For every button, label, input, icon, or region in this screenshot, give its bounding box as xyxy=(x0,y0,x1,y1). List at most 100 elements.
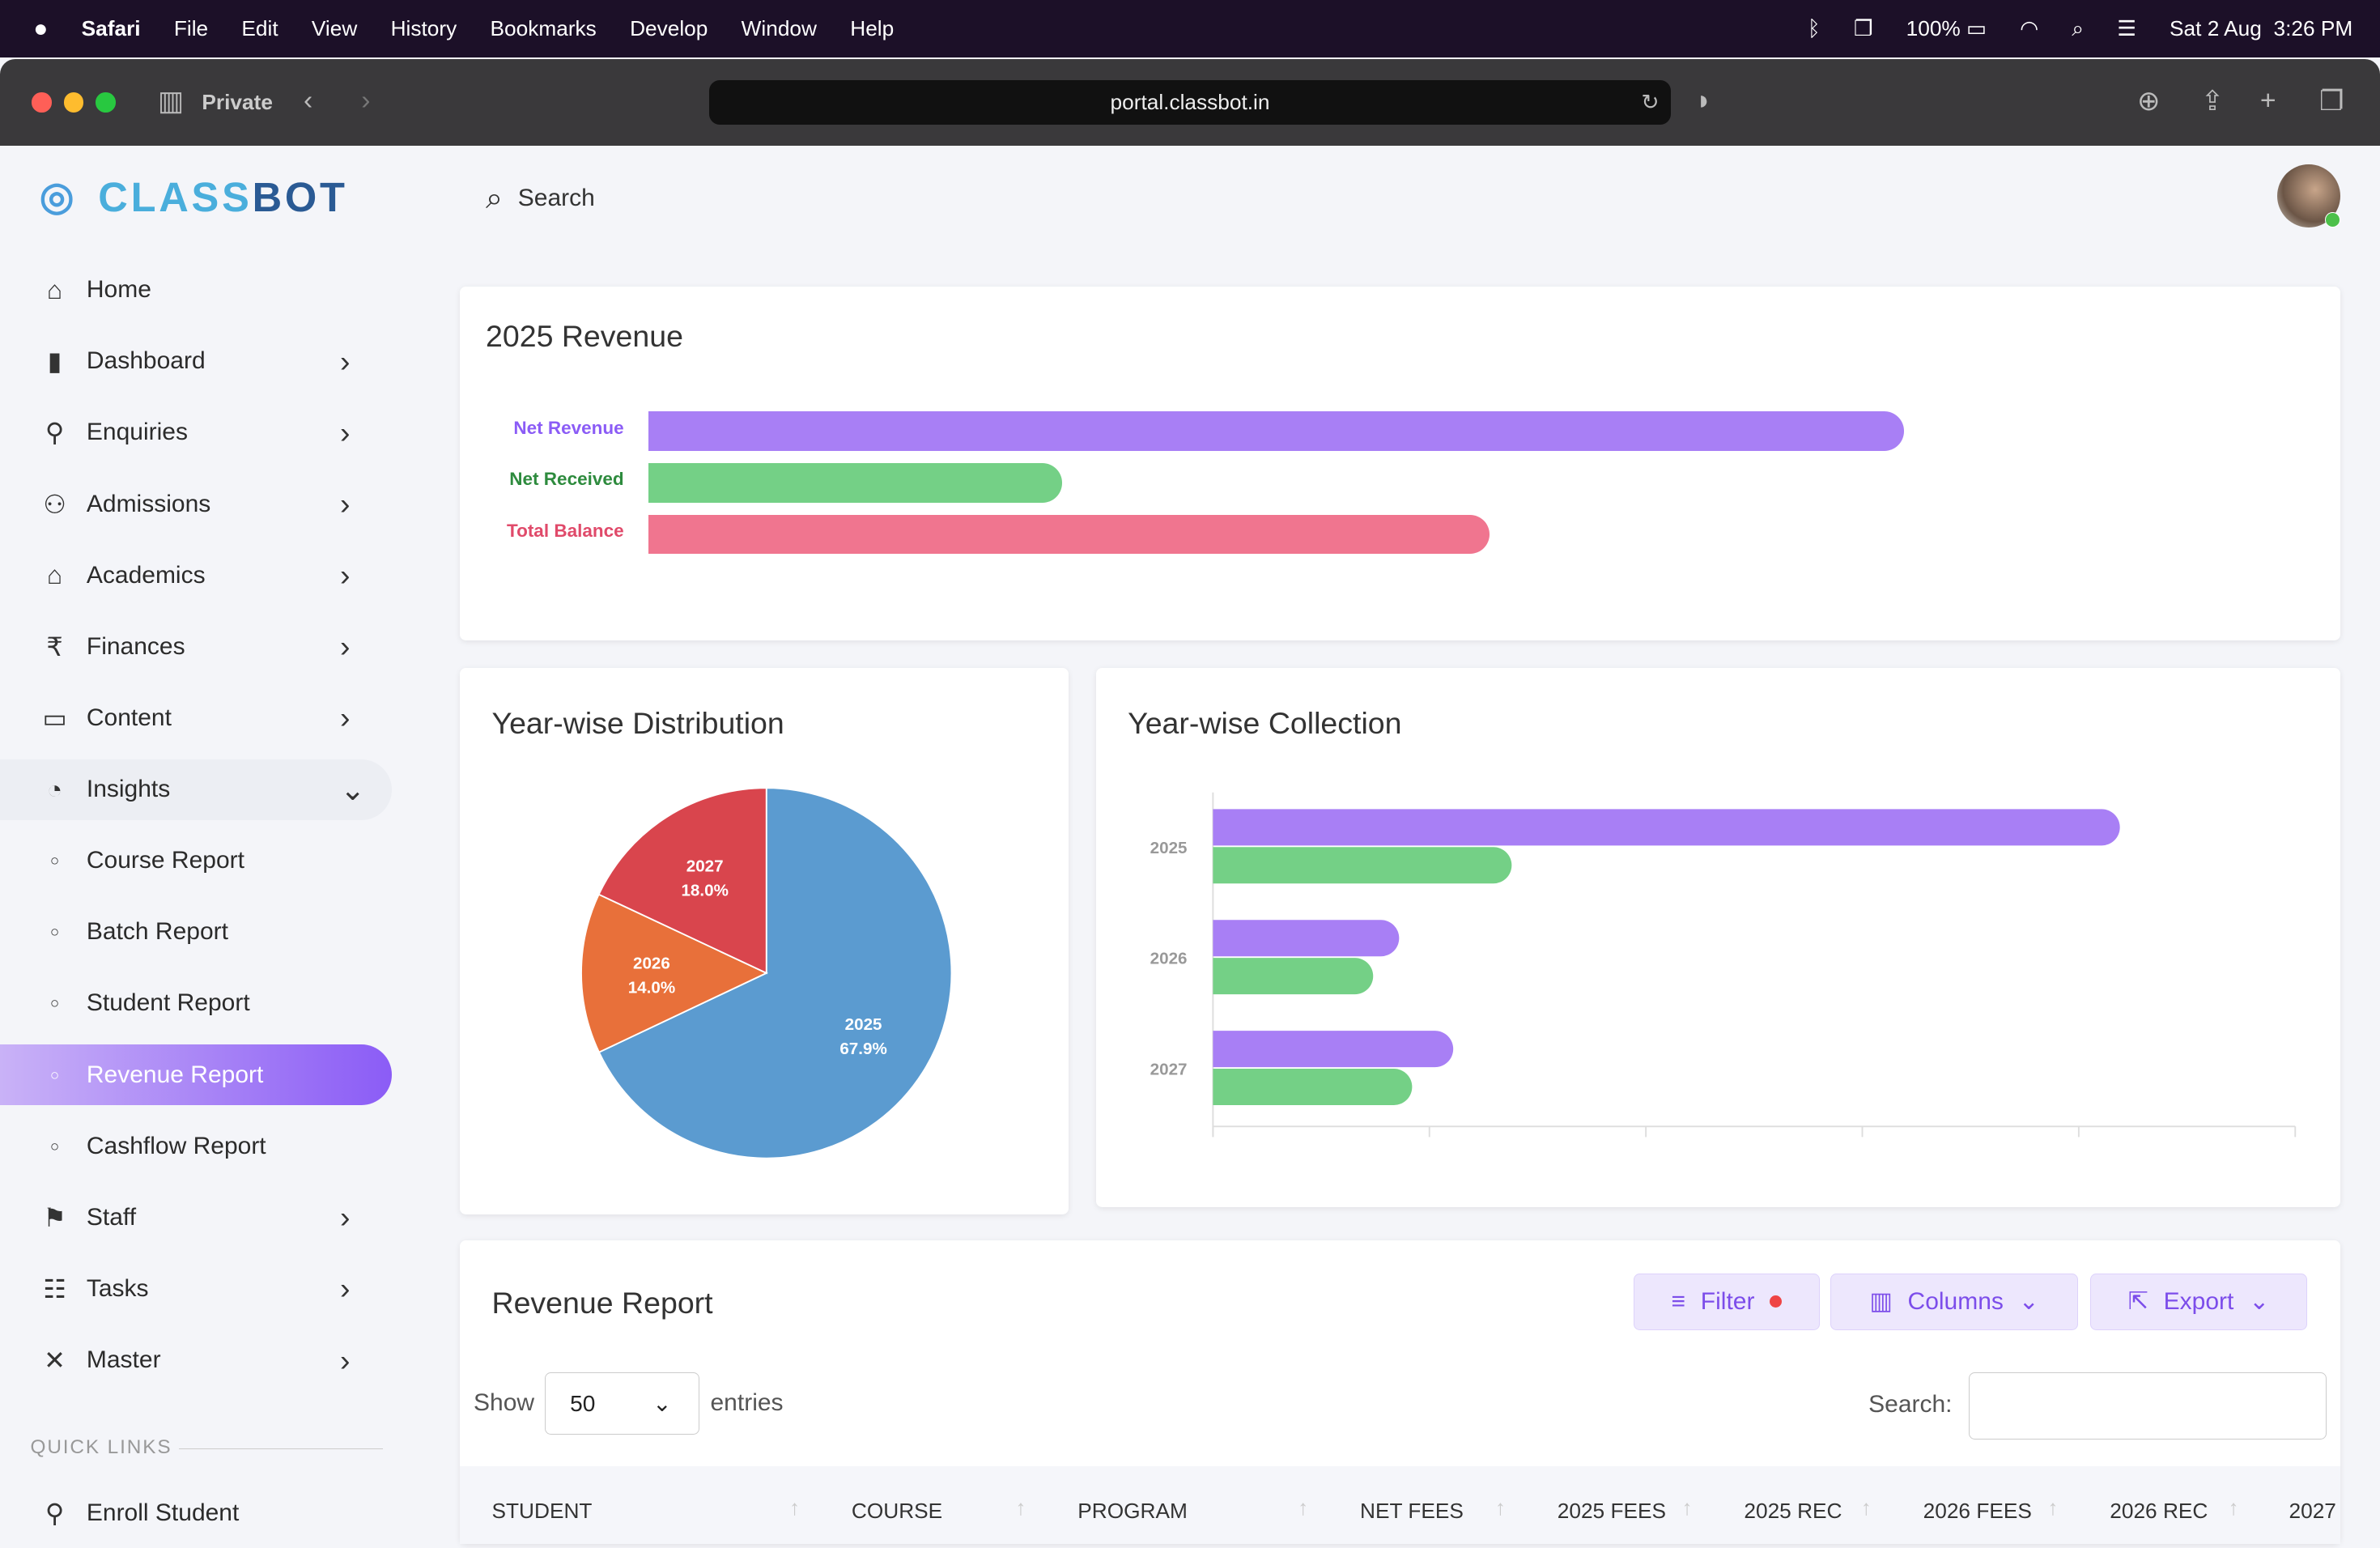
pie-slice-2026 xyxy=(580,893,769,1053)
sort-arrow-icon[interactable]: ↑ xyxy=(789,1495,801,1520)
sort-arrow-icon[interactable]: ↑ xyxy=(2047,1495,2059,1520)
columns-button[interactable]: ▥ Columns ⌄ xyxy=(1830,1274,2078,1330)
sidebar-item-label: Course Report xyxy=(86,847,244,874)
back-icon[interactable]: ‹ xyxy=(304,85,313,116)
sidebar-item-label: Master xyxy=(86,1346,161,1373)
menu-file[interactable]: File xyxy=(173,16,209,41)
bar-2027-received xyxy=(1213,1069,1413,1105)
sidebar-item-home[interactable]: ⌂ Home xyxy=(0,260,392,321)
sidebar-item-insights[interactable]: ◔ Insights ⌄ xyxy=(0,759,392,820)
address-bar[interactable]: portal.classbot.in ↻ xyxy=(708,80,1672,125)
reload-icon[interactable]: ↻ xyxy=(1641,90,1660,115)
chevron-right-icon: › xyxy=(340,415,351,449)
column-header[interactable]: 2026 REC xyxy=(2110,1498,2208,1523)
menu-develop[interactable]: Develop xyxy=(630,16,708,41)
menu-edit[interactable]: Edit xyxy=(241,16,278,41)
pie-chart: 2025 67.9% 2026 14.0% 2027 18.0% xyxy=(580,787,953,1159)
battery-percent: 100% xyxy=(1906,16,1961,41)
menu-window[interactable]: Window xyxy=(741,16,817,41)
sort-arrow-icon[interactable]: ↑ xyxy=(1860,1495,1872,1520)
sidebar-item-master[interactable]: ✕ Master › xyxy=(0,1330,392,1391)
quick-links-heading: QUICK LINKS xyxy=(31,1436,383,1459)
sidebar-item-academics[interactable]: ⌂ Academics › xyxy=(0,545,392,606)
card-title: Year-wise Distribution xyxy=(491,705,784,740)
sort-arrow-icon[interactable]: ↑ xyxy=(2228,1495,2239,1520)
spotlight-icon[interactable]: ⌕ xyxy=(2072,15,2084,40)
tab-overview-icon[interactable]: ❐ xyxy=(2319,86,2344,117)
table-search-label: Search: xyxy=(1868,1390,1953,1418)
column-header[interactable]: 2025 FEES xyxy=(1557,1498,1666,1523)
column-header[interactable]: COURSE xyxy=(851,1498,943,1523)
sidebar-item-dashboard[interactable]: ▮ Dashboard › xyxy=(0,331,392,392)
column-header[interactable]: STUDENT xyxy=(491,1498,593,1523)
share-icon[interactable]: ⇪ xyxy=(2200,86,2225,117)
menu-help[interactable]: Help xyxy=(850,16,895,41)
forward-icon[interactable]: › xyxy=(361,85,371,116)
table-search-input[interactable] xyxy=(1968,1372,2327,1440)
sidebar-item-tasks[interactable]: ☷ Tasks › xyxy=(0,1258,392,1319)
column-header[interactable]: NET FEES xyxy=(1360,1498,1464,1523)
battery-indicator[interactable]: 100% ▭ xyxy=(1906,16,1987,41)
menu-history[interactable]: History xyxy=(390,16,457,41)
sidebar-item-staff[interactable]: ⚑ Staff › xyxy=(0,1187,392,1248)
global-search[interactable]: ⌕ Search xyxy=(486,181,595,216)
card-title: Year-wise Collection xyxy=(1128,705,1402,740)
menu-bookmarks[interactable]: Bookmarks xyxy=(490,16,597,41)
pie-label: 14.0% xyxy=(628,978,675,997)
menubar-date[interactable]: Sat 2 Aug xyxy=(2170,16,2262,41)
minimize-window-button[interactable] xyxy=(63,92,84,113)
sidebar-item-batch-report[interactable]: ○ Batch Report xyxy=(0,902,392,963)
quick-link-enroll-student[interactable]: ⚲ Enroll Student xyxy=(0,1483,392,1544)
sidebar-item-student-report[interactable]: ○ Student Report xyxy=(0,973,392,1034)
sidebar-item-admissions[interactable]: ⚇ Admissions › xyxy=(0,474,392,534)
sidebar-item-enquiries[interactable]: ⚲ Enquiries › xyxy=(0,402,392,463)
sidebar-item-course-report[interactable]: ○ Course Report xyxy=(0,831,392,891)
macos-menubar: ● Safari File Edit View History Bookmarks Dev… xyxy=(0,0,2380,58)
sidebar-item-revenue-report[interactable]: ○ Revenue Report xyxy=(0,1044,392,1105)
y-tick-label: 2026 xyxy=(1150,950,1187,968)
maximize-window-button[interactable] xyxy=(96,92,116,113)
sidebar-item-cashflow-report[interactable]: ○ Cashflow Report xyxy=(0,1116,392,1176)
sort-arrow-icon[interactable]: ↑ xyxy=(1681,1495,1693,1520)
download-icon[interactable]: ⊕ xyxy=(2137,86,2161,117)
sidebar-item-label: Tasks xyxy=(86,1274,149,1302)
home-icon: ⌂ xyxy=(46,274,63,304)
pie-slice-2025 xyxy=(597,787,953,1159)
sort-arrow-icon[interactable]: ↑ xyxy=(1298,1495,1309,1520)
sidebar-item-label: Enquiries xyxy=(86,419,188,446)
bluetooth-icon[interactable]: ᛒ xyxy=(1807,16,1821,41)
sidebar-item-content[interactable]: ▭ Content › xyxy=(0,687,392,748)
entries-select[interactable]: 50 ⌄ xyxy=(545,1372,700,1435)
sidebar-item-label: Dashboard xyxy=(86,347,206,375)
staff-icon: ⚑ xyxy=(43,1202,66,1232)
filter-button[interactable]: ≡ Filter xyxy=(1633,1274,1821,1330)
column-header[interactable]: 2026 FEES xyxy=(1923,1498,2032,1523)
classbot-logo[interactable]: ◎ CLASSBOT xyxy=(40,173,348,221)
screen-mirror-icon[interactable]: ❐ xyxy=(1853,16,1873,41)
chevron-right-icon: › xyxy=(340,487,351,521)
sidebar-toggle-icon[interactable]: ▥ xyxy=(158,86,184,117)
export-button[interactable]: ⇱ Export ⌄ xyxy=(2089,1274,2308,1330)
column-header[interactable]: PROGRAM xyxy=(1077,1498,1188,1523)
sort-arrow-icon[interactable]: ↑ xyxy=(1015,1495,1026,1520)
column-header[interactable]: 2027 xyxy=(2289,1498,2336,1523)
logo-mark-icon: ◎ xyxy=(39,175,78,219)
sidebar-item-label: Revenue Report xyxy=(86,1061,264,1088)
close-window-button[interactable] xyxy=(32,92,52,113)
sidebar-item-finances[interactable]: ₹ Finances › xyxy=(0,616,392,677)
entries-value: 50 xyxy=(570,1391,596,1416)
menu-app[interactable]: Safari xyxy=(81,16,141,41)
search-icon: ⌕ xyxy=(486,181,503,215)
apple-icon[interactable]: ● xyxy=(33,15,49,42)
search-placeholder: Search xyxy=(517,185,595,212)
menu-view[interactable]: View xyxy=(311,16,358,41)
control-center-icon[interactable]: ☰ xyxy=(2117,16,2136,41)
sort-arrow-icon[interactable]: ↑ xyxy=(1494,1495,1506,1520)
user-avatar[interactable] xyxy=(2276,164,2341,228)
privacy-shield-icon[interactable]: ◗ xyxy=(1695,85,1712,116)
new-tab-icon[interactable]: + xyxy=(2259,85,2276,116)
menubar-time[interactable]: 3:26 PM xyxy=(2273,16,2353,41)
column-header[interactable]: 2025 REC xyxy=(1744,1498,1842,1523)
pie-label: 18.0% xyxy=(682,882,729,900)
wifi-icon[interactable]: ◠ xyxy=(2020,16,2039,41)
